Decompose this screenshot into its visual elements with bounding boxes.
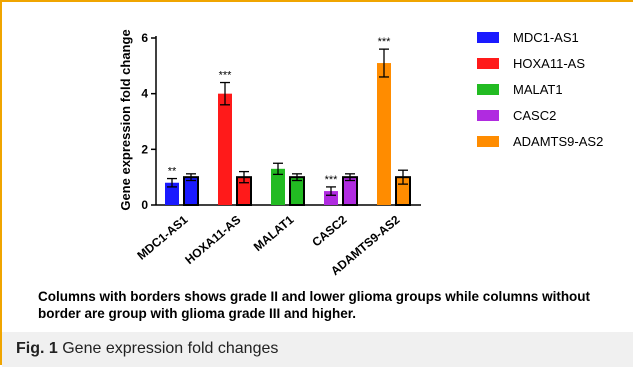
legend-swatch bbox=[477, 136, 499, 147]
x-tick-label: MALAT1 bbox=[251, 212, 297, 254]
chart-caption-note: Columns with borders shows grade II and … bbox=[38, 289, 591, 321]
legend-label: MDC1-AS1 bbox=[513, 30, 579, 45]
figure-title: Gene expression fold changes bbox=[62, 340, 279, 357]
legend-swatch bbox=[477, 58, 499, 69]
y-axis-label: Gene expression fold change bbox=[118, 29, 133, 210]
legend-label: HOXA11-AS bbox=[513, 56, 585, 71]
bar bbox=[289, 176, 305, 207]
y-tick-label: 4 bbox=[141, 87, 148, 101]
bar bbox=[218, 93, 232, 205]
bar bbox=[271, 168, 285, 205]
significance-label: *** bbox=[378, 36, 392, 48]
x-tick-label: CASC2 bbox=[309, 212, 349, 249]
bar bbox=[342, 176, 358, 207]
chart-bars: *********** bbox=[165, 36, 411, 207]
y-tick-label: 6 bbox=[141, 31, 148, 45]
legend-label: CASC2 bbox=[513, 108, 556, 123]
y-tick-label: 0 bbox=[141, 198, 148, 212]
significance-label: ** bbox=[168, 166, 177, 178]
bar bbox=[165, 182, 179, 205]
figure-label: Fig. 1 bbox=[16, 340, 58, 357]
significance-label: *** bbox=[219, 70, 233, 82]
bar bbox=[377, 63, 391, 205]
legend-label: MALAT1 bbox=[513, 82, 563, 97]
legend-swatch bbox=[477, 32, 499, 43]
x-tick-label: HOXA11-AS bbox=[182, 213, 243, 267]
legend-label: ADAMTS9-AS2 bbox=[513, 134, 603, 149]
figure-caption: Fig. 1 Gene expression fold changes bbox=[2, 332, 633, 367]
bar bbox=[324, 191, 338, 205]
bar bbox=[183, 176, 199, 207]
legend-swatch bbox=[477, 110, 499, 121]
legend-swatch bbox=[477, 84, 499, 95]
significance-label: *** bbox=[325, 174, 339, 186]
chart-legend: MDC1-AS1 HOXA11-AS MALAT1 CASC2 ADAMTS9-AS2 bbox=[477, 30, 603, 149]
y-tick-label: 2 bbox=[141, 142, 148, 156]
